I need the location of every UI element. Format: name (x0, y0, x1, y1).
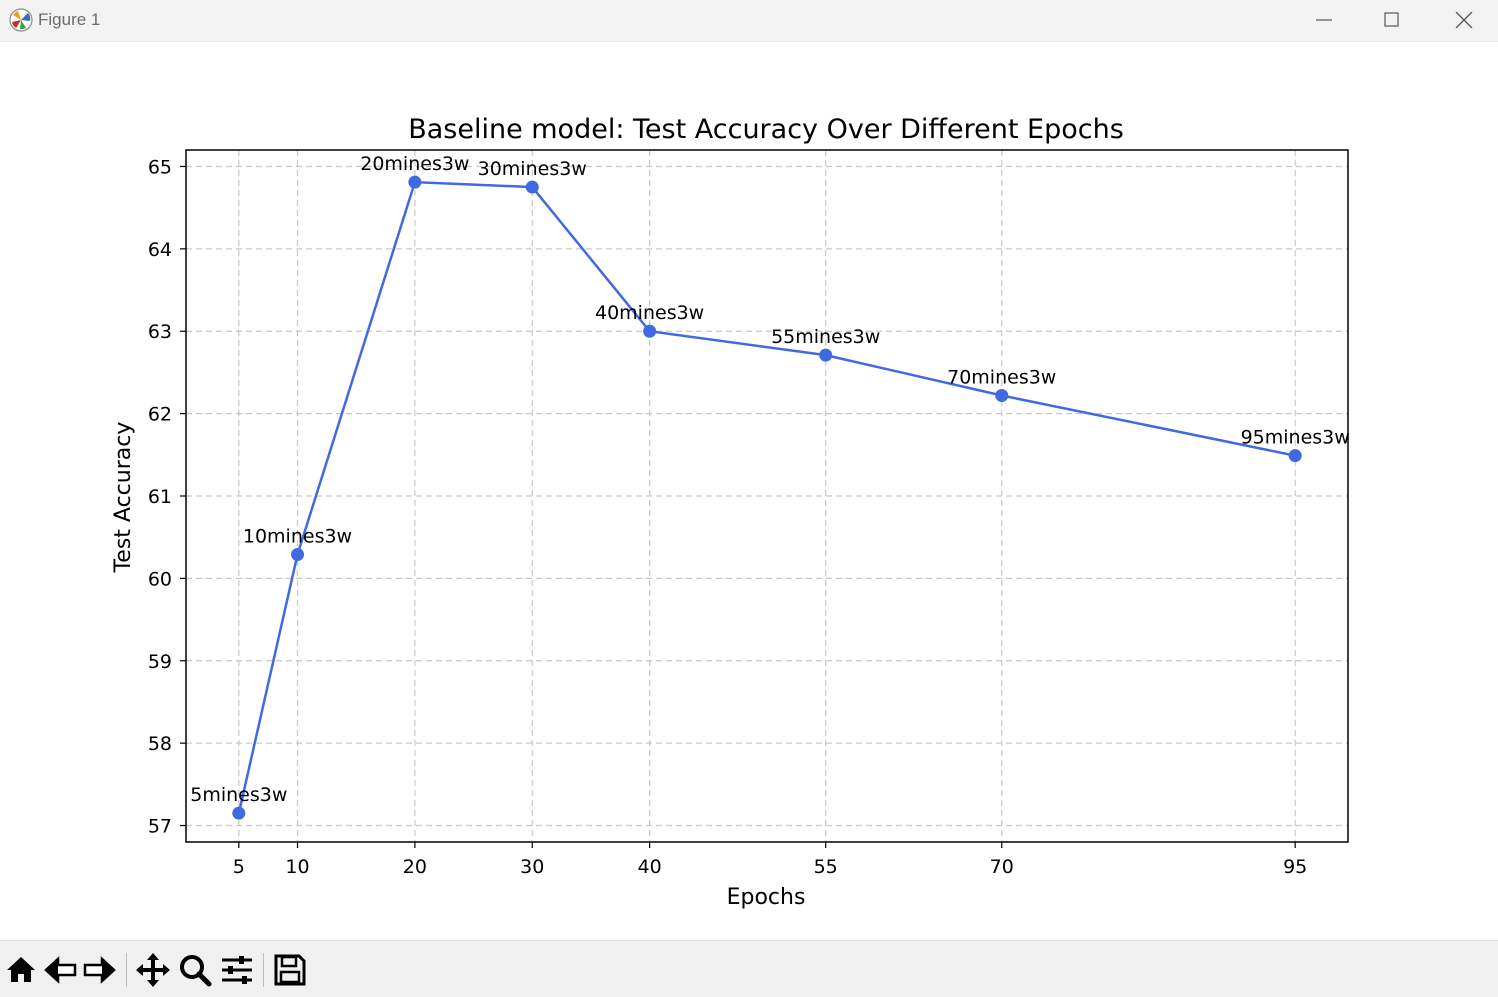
y-tick-label: 61 (148, 486, 172, 508)
data-point-marker (995, 388, 1009, 402)
y-tick-label: 59 (148, 651, 172, 673)
data-point-label: 5mines3w (190, 784, 287, 806)
data-point-label: 95mines3w (1241, 427, 1350, 449)
x-tick-label: 20 (403, 856, 427, 878)
line-chart: Baseline model: Test Accuracy Over Diffe… (111, 114, 1350, 910)
y-tick-label: 57 (148, 816, 172, 838)
save-icon (274, 954, 306, 986)
y-axis-label: Test Accuracy (111, 422, 136, 574)
forward-button[interactable] (80, 951, 118, 989)
window-titlebar: Figure 1 (0, 0, 1498, 42)
figure-canvas[interactable]: Baseline model: Test Accuracy Over Diffe… (0, 42, 1498, 940)
data-point-marker (819, 348, 833, 362)
configure-subplots-icon (222, 956, 252, 984)
forward-icon (83, 956, 116, 984)
chart-title: Baseline model: Test Accuracy Over Diffe… (408, 114, 1124, 145)
data-point-label: 10mines3w (243, 525, 352, 547)
series-layer: 5mines3w 10mines3w 20mines3w 30mines3w 40min… (190, 153, 1350, 820)
maximize-button[interactable] (1358, 0, 1426, 40)
x-tick-label: 30 (520, 856, 544, 878)
axes-frame (185, 149, 1349, 843)
y-tick-label: 65 (148, 156, 172, 178)
y-tick-label: 58 (148, 733, 172, 755)
configure-subplots-button[interactable] (218, 951, 256, 989)
window-title: Figure 1 (38, 10, 101, 29)
back-button[interactable] (42, 951, 80, 989)
y-tick-label: 62 (148, 404, 172, 426)
data-point-marker (291, 547, 305, 561)
data-point-label: 20mines3w (360, 153, 469, 175)
data-point-marker (408, 175, 422, 189)
y-tick-label: 64 (148, 239, 172, 261)
data-point-marker (232, 806, 246, 820)
y-tick-label: 63 (148, 321, 172, 343)
data-point-label: 70mines3w (947, 366, 1056, 388)
home-icon (7, 957, 35, 982)
axis-ticks: 5 10 20 30 40 55 70 95 57 58 59 60 61 62 63 64 65 (148, 156, 1307, 878)
y-tick-label: 60 (148, 568, 172, 590)
zoom-button[interactable] (176, 951, 214, 989)
data-point-label: 40mines3w (595, 302, 704, 324)
toolbar-separator (126, 953, 127, 987)
minimize-icon (1316, 19, 1332, 21)
x-tick-label: 55 (814, 856, 838, 878)
pan-button[interactable] (134, 951, 172, 989)
zoom-icon (180, 955, 212, 987)
series-line (237, 180, 1296, 814)
toolbar-separator (263, 953, 264, 987)
close-button[interactable] (1430, 0, 1498, 40)
x-tick-label: 95 (1283, 856, 1307, 878)
data-point-marker (525, 180, 539, 194)
back-icon (44, 956, 77, 984)
maximize-icon (1384, 12, 1399, 27)
data-point-marker (643, 324, 657, 338)
close-icon (1455, 11, 1473, 29)
x-axis-label: Epochs (727, 885, 806, 910)
grid-lines (186, 150, 1348, 842)
pan-icon (136, 953, 170, 987)
navigation-toolbar (0, 940, 1498, 997)
x-tick-label: 70 (990, 856, 1014, 878)
minimize-button[interactable] (1290, 0, 1358, 40)
save-button[interactable] (271, 951, 309, 989)
data-point-marker (1288, 449, 1302, 463)
data-point-label: 55mines3w (771, 326, 880, 348)
data-point-label: 30mines3w (478, 158, 587, 180)
x-tick-label: 40 (638, 856, 662, 878)
matplotlib-app-icon (8, 7, 34, 33)
x-tick-label: 10 (285, 856, 309, 878)
x-tick-label: 5 (233, 856, 245, 878)
home-button[interactable] (2, 951, 40, 989)
